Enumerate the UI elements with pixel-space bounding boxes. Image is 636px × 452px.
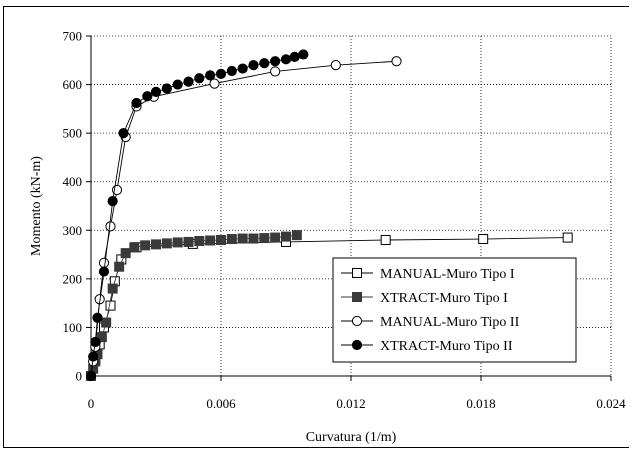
- x-tick-label: 0.018: [466, 396, 495, 411]
- data-point: [380, 235, 391, 245]
- data-point: [280, 54, 292, 65]
- y-axis-label: Momento (kN-m): [29, 156, 44, 256]
- legend-item: XTRACT-Muro Tipo I: [341, 291, 508, 306]
- data-point: [90, 336, 101, 348]
- data-point: [270, 56, 281, 67]
- data-point: [105, 221, 116, 232]
- data-point: [92, 312, 103, 323]
- data-point: [562, 232, 573, 243]
- legend-label: XTRACT-Muro Tipo I: [380, 291, 508, 306]
- data-point: [140, 240, 151, 251]
- data-point: [183, 236, 194, 247]
- legend-box: [332, 257, 577, 363]
- y-tick-labels: 0 100 200 300 400 500 600 700: [63, 29, 83, 384]
- legend-marker: [351, 315, 363, 327]
- data-point: [259, 233, 270, 244]
- x-tick-labels: 0 0.006 0.012 0.018 0.024: [88, 396, 626, 411]
- data-point: [215, 68, 227, 79]
- data-point: [172, 237, 183, 248]
- data-point: [114, 261, 125, 272]
- data-point: [194, 73, 205, 84]
- data-point: [209, 78, 220, 89]
- data-point: [205, 235, 216, 246]
- data-point: [478, 234, 489, 245]
- y-tick-label: 0: [76, 369, 83, 384]
- data-point: [161, 83, 172, 94]
- y-tick-label: 600: [63, 77, 83, 92]
- series-4: [85, 49, 309, 382]
- legend: MANUAL-Muro Tipo I XTRACT-Muro Tipo I MANU…: [332, 257, 577, 363]
- data-point: [151, 239, 161, 250]
- data-point: [270, 232, 281, 243]
- data-point: [330, 60, 341, 71]
- data-point: [291, 230, 302, 241]
- legend-item: XTRACT-Muro Tipo II: [341, 339, 513, 354]
- legend-item: MANUAL-Muro Tipo II: [341, 315, 520, 330]
- series-2: [86, 230, 302, 381]
- data-point: [248, 233, 259, 244]
- legend-label: MANUAL-Muro Tipo I: [380, 267, 515, 282]
- data-point: [85, 370, 97, 382]
- data-point: [248, 60, 259, 71]
- data-point: [96, 332, 107, 343]
- data-point: [120, 248, 131, 259]
- chart-frame: [3, 6, 629, 448]
- data-point: [150, 86, 162, 97]
- data-point: [226, 234, 237, 245]
- data-point: [98, 266, 110, 277]
- data-point: [298, 49, 309, 60]
- data-point: [142, 91, 153, 102]
- data-point: [98, 257, 110, 268]
- data-point: [289, 51, 300, 62]
- data-point: [101, 317, 112, 328]
- legend-item: MANUAL-Muro Tipo I: [341, 267, 515, 282]
- x-tick-label: 0: [88, 396, 95, 411]
- data-point: [237, 233, 248, 244]
- y-tick-label: 100: [63, 320, 83, 335]
- y-tick-label: 500: [63, 126, 83, 141]
- y-tick-label: 300: [63, 223, 83, 238]
- data-point: [105, 300, 116, 311]
- y-tick-label: 700: [63, 29, 83, 44]
- data-point: [194, 235, 205, 246]
- data-point: [205, 70, 216, 81]
- legend-marker: [352, 292, 362, 302]
- legend-label: XTRACT-Muro Tipo II: [380, 339, 513, 354]
- data-point: [391, 56, 402, 67]
- data-point: [183, 76, 194, 87]
- x-tick-label: 0.006: [206, 396, 236, 411]
- data-point: [107, 283, 118, 294]
- data-point: [281, 231, 291, 242]
- data-point: [118, 128, 129, 139]
- data-point: [131, 97, 142, 109]
- data-point: [88, 351, 99, 362]
- data-point: [226, 65, 237, 77]
- data-point: [216, 235, 226, 245]
- legend-marker: [351, 339, 363, 351]
- legend-label: MANUAL-Muro Tipo II: [380, 315, 520, 330]
- series-layer: [85, 49, 573, 382]
- x-axis-label: Curvatura (1/m): [306, 430, 397, 445]
- data-point: [107, 196, 118, 207]
- legend-marker: [352, 268, 362, 278]
- data-point: [259, 58, 270, 69]
- x-tick-label: 0.012: [336, 396, 365, 411]
- y-tick-label: 400: [63, 174, 83, 189]
- data-point: [270, 66, 281, 77]
- data-point: [172, 79, 183, 90]
- y-tick-label: 200: [63, 271, 83, 286]
- x-tick-label: 0.024: [596, 396, 626, 411]
- data-point: [161, 238, 172, 249]
- data-point: [237, 63, 248, 74]
- data-point: [129, 242, 140, 253]
